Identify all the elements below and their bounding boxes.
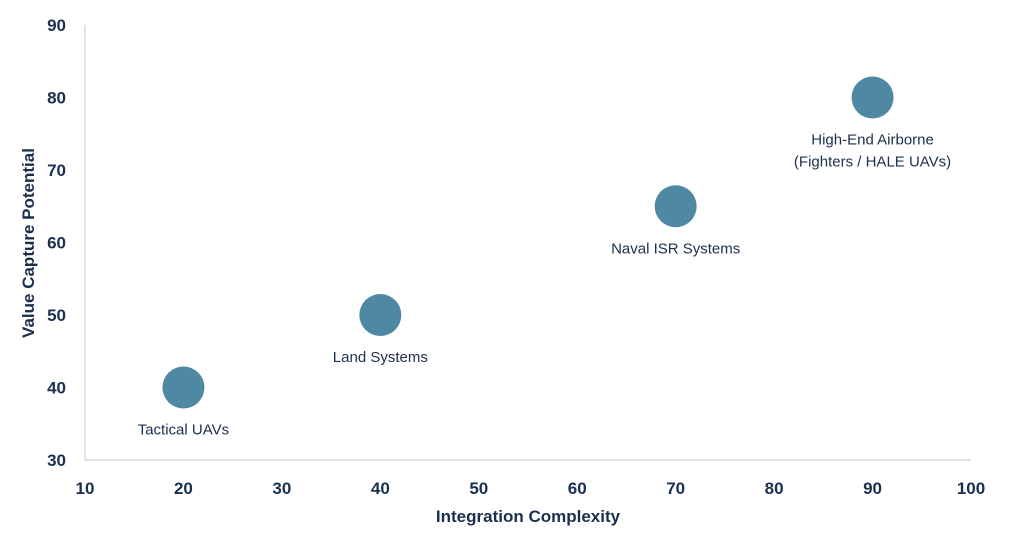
bubble-marker	[654, 185, 697, 228]
y-tick-label: 50	[47, 306, 66, 325]
bubble-marker	[162, 366, 205, 409]
point-label: Land Systems	[333, 349, 428, 366]
y-tick-labels: 30 40 50 60 70 80 90	[47, 16, 66, 470]
x-tick-label: 70	[666, 479, 685, 498]
x-tick-labels: 10 20 30 40 50 60 70 80 90 100	[76, 479, 986, 498]
x-tick-label: 10	[76, 479, 95, 498]
point-label: High-End Airborne	[811, 132, 934, 149]
y-tick-label: 70	[47, 161, 66, 180]
axes	[84, 25, 971, 461]
data-points: Tactical UAVs Land Systems Naval ISR Syste…	[138, 76, 951, 439]
x-tick-label: 90	[863, 479, 882, 498]
data-point: Tactical UAVs	[138, 366, 229, 439]
y-tick-label: 30	[47, 451, 66, 470]
x-tick-label: 20	[174, 479, 193, 498]
bubble-marker	[359, 294, 402, 336]
x-tick-label: 30	[272, 479, 291, 498]
x-tick-label: 100	[957, 479, 985, 498]
y-tick-label: 90	[47, 16, 66, 35]
x-tick-label: 50	[469, 479, 488, 498]
point-label: Tactical UAVs	[138, 422, 229, 439]
x-tick-label: 40	[371, 479, 390, 498]
y-tick-label: 40	[47, 379, 66, 398]
y-axis-title: Value Capture Potential	[19, 148, 38, 338]
data-point: Land Systems	[333, 294, 428, 366]
x-tick-label: 80	[765, 479, 784, 498]
point-label: Naval ISR Systems	[611, 240, 740, 257]
data-point: Naval ISR Systems	[611, 185, 740, 257]
point-label: (Fighters / HALE UAVs)	[794, 154, 951, 171]
y-tick-label: 60	[47, 234, 66, 253]
bubble-marker	[851, 76, 894, 119]
data-point: High-End Airborne (Fighters / HALE UAVs)	[794, 76, 951, 171]
x-axis-title: Integration Complexity	[436, 507, 621, 526]
y-tick-label: 80	[47, 89, 66, 108]
x-tick-label: 60	[568, 479, 587, 498]
